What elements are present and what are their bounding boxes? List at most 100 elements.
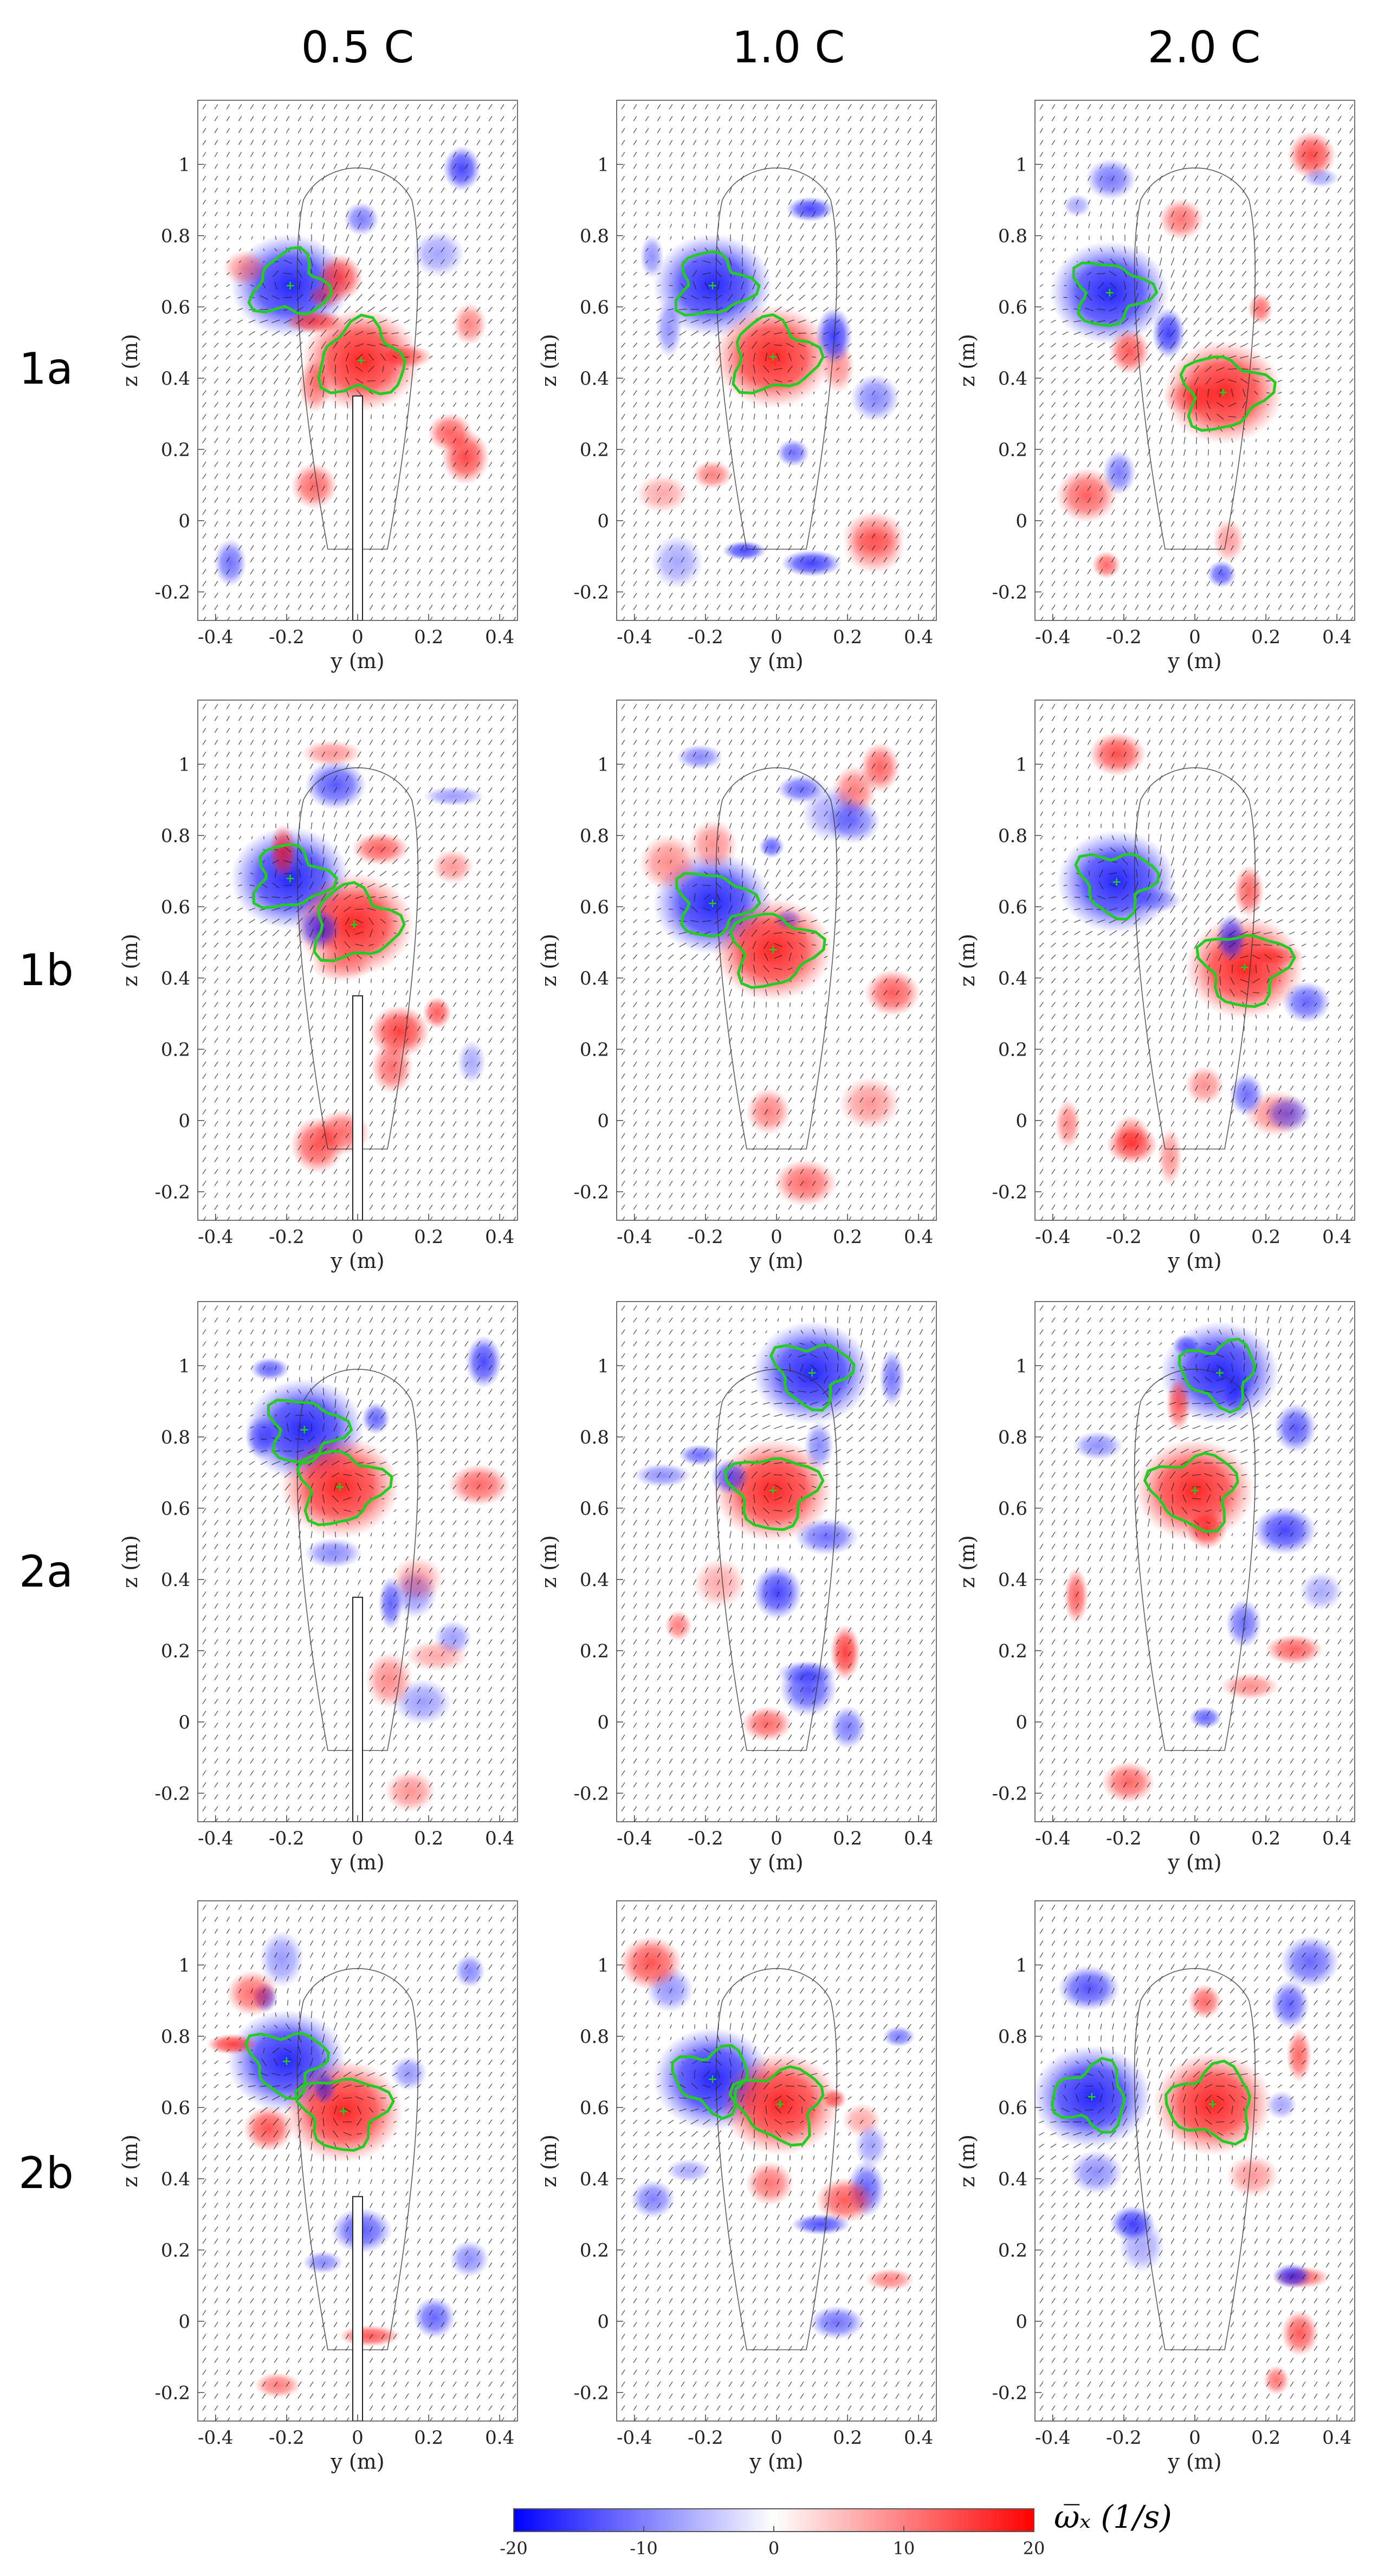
vortex-center-marker: +	[285, 279, 295, 293]
plot-content: ++	[1035, 1904, 1354, 2421]
y-tick-label: 0.4	[580, 2169, 609, 2190]
x-tick-label: -0.2	[1106, 626, 1142, 648]
y-axis-label: z (m)	[537, 1535, 561, 1588]
vortex-contour	[1178, 1337, 1256, 1414]
y-tick-label: 0.4	[998, 2169, 1027, 2190]
velocity-vectors	[1039, 1305, 1354, 1822]
vorticity-patch	[214, 539, 247, 587]
y-tick-label: 0	[178, 1110, 190, 1132]
vorticity-patch	[1265, 1634, 1324, 1665]
y-tick-label: -0.2	[573, 581, 609, 603]
vorticity-patch	[777, 439, 810, 467]
vortex-contour	[1072, 261, 1159, 327]
plot-content: ++	[620, 104, 935, 620]
y-tick-label: 0.6	[580, 1498, 609, 1519]
y-tick-label: 0.4	[161, 1569, 190, 1591]
vorticity-patch	[1089, 732, 1146, 776]
y-tick-label: 0.2	[998, 1039, 1027, 1060]
vorticity-patch	[1220, 1673, 1280, 1700]
x-tick-label: -0.4	[617, 1226, 652, 1248]
vorticity-patch	[678, 1444, 721, 1466]
vorticity-patch	[1263, 2365, 1290, 2396]
x-axis-label: y (m)	[1167, 1850, 1221, 1874]
vorticity-patch	[639, 235, 664, 279]
vorticity-patch	[413, 2296, 456, 2339]
vorticity-patch	[1246, 945, 1305, 967]
vorticity-patch	[850, 373, 900, 422]
vorticity-patch	[422, 996, 452, 1029]
velocity-vectors	[1039, 1904, 1354, 2421]
panel-1a-2.0C: ++-0.4 -0.2 0 0.2 0.4y (m)-0.200.20.40.60.81…	[955, 100, 1355, 673]
vortex-center-marker: +	[775, 2098, 785, 2111]
x-tick-label: 0.4	[904, 626, 933, 648]
vortex-center-marker: +	[1104, 286, 1114, 300]
y-tick-label: 0	[1015, 1712, 1027, 1733]
x-tick-label: 0.4	[485, 1828, 514, 1849]
y-tick-label: -0.2	[573, 1181, 609, 1203]
plot-content: ++	[1039, 703, 1354, 1220]
x-tick-label: 0.2	[1251, 1226, 1280, 1248]
vorticity-patch	[722, 541, 767, 561]
column-header-2.0C: 2.0 C	[1148, 22, 1261, 73]
y-tick-label: 0.2	[580, 2240, 609, 2261]
plot-content: ++	[619, 1905, 935, 2421]
y-tick-label: 0.8	[161, 1427, 190, 1448]
vorticity-patch	[448, 1464, 510, 1506]
vorticity-patch	[312, 2070, 337, 2106]
vorticity-patch	[1274, 1403, 1317, 1453]
vorticity-patch	[636, 474, 689, 514]
y-tick-label: 1	[1015, 1954, 1027, 1976]
x-tick-label: 0	[771, 1226, 782, 1248]
vortex-center-marker: +	[708, 2073, 717, 2086]
body-outline	[715, 167, 838, 550]
vorticity-patch	[1159, 198, 1204, 240]
vortex-center-marker: +	[1190, 1484, 1200, 1497]
x-tick-label: -0.2	[269, 2427, 305, 2449]
x-tick-label: 0.2	[833, 2427, 862, 2449]
x-tick-label: 0.4	[904, 2427, 933, 2449]
y-tick-label: 1	[597, 1954, 609, 1976]
panel-2a-2.0C: ++-0.4 -0.2 0 0.2 0.4y (m)-0.200.20.40.60.81…	[955, 1301, 1355, 1874]
vorticity-patch	[1287, 131, 1336, 179]
body-outline	[296, 1968, 419, 2351]
y-axis-label: z (m)	[955, 334, 979, 387]
vorticity-patch	[1189, 1706, 1222, 1729]
panel-1b-1.0C: ++-0.4 -0.2 0 0.2 0.4y (m)-0.200.20.40.60.81…	[537, 700, 937, 1273]
y-tick-label: 0.2	[580, 1640, 609, 1662]
vorticity-patch	[676, 744, 723, 770]
x-tick-label: -0.2	[688, 1828, 723, 1849]
vorticity-patch	[710, 1458, 750, 1496]
vorticity-patch	[1151, 307, 1186, 359]
vorticity-patch	[809, 2306, 865, 2340]
vorticity-patch	[259, 1930, 305, 1988]
vortex-contour	[671, 2044, 749, 2120]
colorbar: -20 -10 0 10 20 ω̅ₓ (1/s)	[500, 2499, 1172, 2559]
vortex-contour	[317, 313, 406, 396]
y-tick-label: 0.8	[580, 1427, 609, 1448]
y-tick-label: 0.6	[580, 896, 609, 918]
vorticity-patch	[1280, 1936, 1340, 1988]
y-tick-label: 0	[597, 2311, 609, 2333]
body-outline	[715, 767, 838, 1150]
vortex-contour	[728, 2065, 825, 2147]
x-tick-label: 0.4	[485, 1226, 514, 1248]
x-tick-label: 0.2	[833, 626, 862, 648]
x-tick-label: -0.4	[198, 1226, 234, 1248]
vortex-center-marker: +	[1218, 386, 1228, 399]
vorticity-patch	[1188, 1984, 1222, 2019]
x-tick-label: -0.2	[1106, 2427, 1142, 2449]
y-tick-label: 0.6	[161, 2097, 190, 2119]
x-tick-label: 0.2	[833, 1226, 862, 1248]
y-tick-label: -0.2	[154, 1181, 190, 1203]
velocity-vectors	[1039, 104, 1354, 620]
y-tick-label: -0.2	[573, 2382, 609, 2404]
support-rod	[352, 1596, 363, 1822]
vortex-contour	[723, 1457, 825, 1531]
velocity-vectors	[202, 104, 516, 620]
vorticity-patch	[1233, 864, 1264, 917]
vorticity-patch	[1085, 158, 1136, 200]
y-tick-label: 1	[1015, 754, 1027, 775]
y-tick-label: 0.6	[580, 296, 609, 318]
y-tick-label: 1	[597, 154, 609, 176]
